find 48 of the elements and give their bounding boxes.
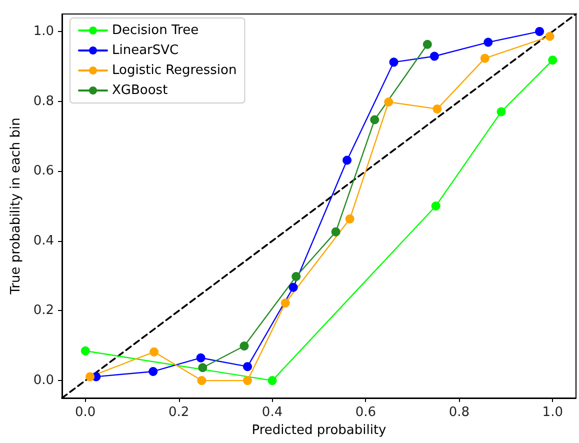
point: [432, 104, 442, 114]
x-tick-label: 0.6: [355, 405, 376, 420]
point: [384, 97, 394, 106]
y-tick-label: 0.6: [33, 164, 54, 179]
x-tick-label: 0.8: [448, 405, 470, 420]
x-tick-label: 0.0: [75, 405, 96, 420]
point: [197, 376, 206, 386]
point: [198, 363, 208, 372]
point: [150, 347, 159, 356]
point: [431, 202, 440, 210]
point: [370, 115, 380, 124]
legend-label: Logistic Regression: [112, 63, 237, 78]
x-tick-label: 0.4: [262, 405, 283, 420]
point: [288, 282, 298, 292]
y-tick-label: 0.4: [33, 233, 54, 248]
point: [430, 52, 439, 61]
y-axis-title: True probability in each bin: [8, 118, 24, 296]
point: [268, 376, 277, 386]
y-tick-label: 0.0: [33, 373, 54, 388]
legend-label: XGBoost: [112, 83, 168, 98]
point: [345, 214, 354, 224]
point: [86, 372, 95, 382]
point: [80, 346, 90, 356]
point: [548, 56, 558, 65]
point: [480, 54, 490, 63]
x-tick-label: 0.2: [168, 405, 190, 420]
point: [389, 58, 398, 67]
point: [496, 107, 506, 116]
legend-label: LinearSVC: [112, 43, 179, 58]
point: [535, 26, 544, 36]
point: [422, 40, 432, 49]
x-axis-title: Predicted probability: [252, 422, 387, 438]
point: [342, 156, 352, 165]
x-tick-label: 1.0: [542, 405, 563, 420]
point: [243, 376, 252, 386]
y-tick-label: 1.0: [33, 24, 54, 39]
point: [243, 362, 252, 372]
legend-label: Decision Tree: [112, 23, 199, 38]
point: [196, 353, 206, 362]
point: [240, 341, 249, 350]
point: [331, 227, 340, 236]
y-tick-label: 0.8: [33, 94, 54, 109]
point: [292, 272, 301, 282]
y-tick-label: 0.2: [33, 303, 54, 318]
point: [545, 32, 554, 41]
point: [484, 38, 493, 47]
point: [148, 366, 158, 376]
point: [280, 298, 290, 308]
